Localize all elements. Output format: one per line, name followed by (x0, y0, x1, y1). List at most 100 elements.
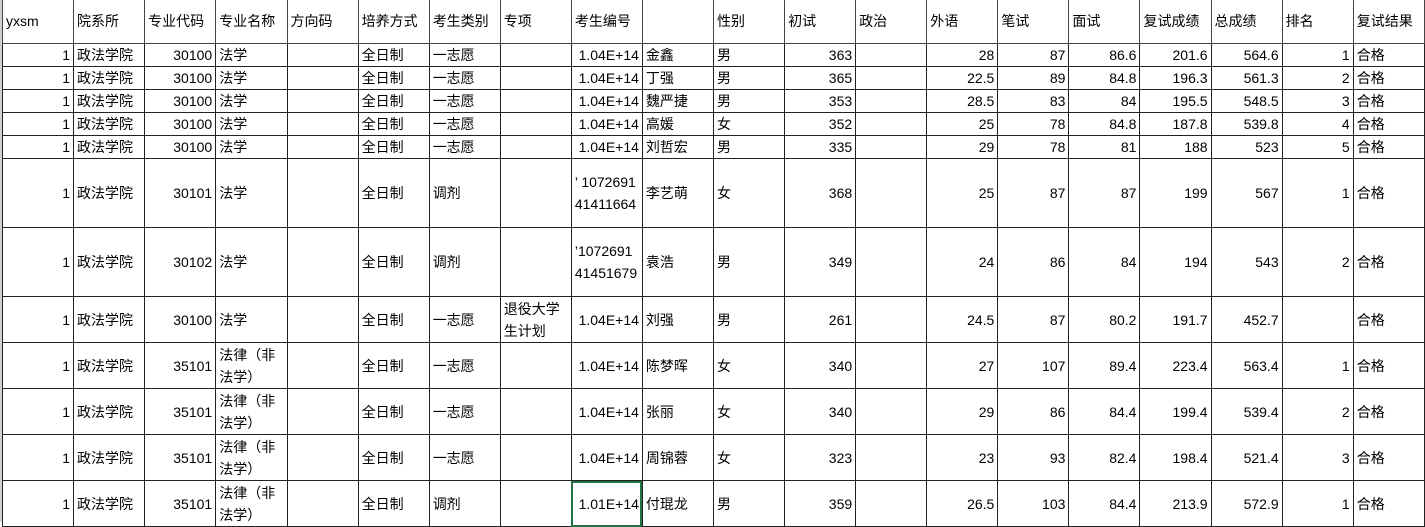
cell[interactable]: 548.5 (1210, 89, 1283, 113)
column-header[interactable] (641, 0, 715, 44)
cell[interactable]: 合格 (1352, 296, 1425, 343)
cell[interactable]: 女 (712, 434, 786, 481)
cell[interactable]: 201.6 (1139, 43, 1212, 67)
cell[interactable]: 24.5 (926, 296, 999, 343)
cell[interactable]: 全日制 (357, 112, 430, 136)
column-header[interactable]: 初试 (784, 0, 857, 44)
column-header[interactable]: 考生编号 (570, 0, 643, 44)
cell[interactable]: 法学 (215, 296, 288, 343)
cell[interactable] (499, 89, 572, 113)
cell[interactable]: 83 (997, 89, 1070, 113)
cell[interactable]: 陈梦晖 (641, 342, 715, 389)
cell[interactable] (286, 480, 359, 527)
cell[interactable]: 男 (712, 135, 786, 159)
cell[interactable]: 女 (712, 158, 786, 228)
cell[interactable]: 合格 (1352, 480, 1425, 527)
cell[interactable]: ’ 107269141411664 (570, 158, 643, 228)
cell[interactable]: 法律（非法学） (215, 388, 288, 435)
cell[interactable]: 198.4 (1139, 434, 1212, 481)
cell[interactable]: 政法学院 (73, 43, 146, 67)
cell[interactable] (855, 112, 928, 136)
cell[interactable]: 政法学院 (73, 342, 146, 389)
cell[interactable]: 365 (784, 66, 857, 90)
cell[interactable]: 全日制 (357, 89, 430, 113)
cell[interactable] (855, 158, 928, 228)
cell[interactable]: 法律（非法学） (215, 434, 288, 481)
column-header[interactable]: 面试 (1068, 0, 1141, 44)
cell[interactable] (286, 296, 359, 343)
cell[interactable]: 一志愿 (428, 434, 501, 481)
cell[interactable]: 全日制 (357, 434, 430, 481)
cell[interactable]: 86 (997, 388, 1070, 435)
cell[interactable]: 35101 (144, 480, 217, 527)
cell[interactable] (286, 388, 359, 435)
cell[interactable]: 195.5 (1139, 89, 1212, 113)
column-header[interactable]: 总成绩 (1210, 0, 1283, 44)
cell[interactable]: 政法学院 (73, 135, 146, 159)
cell[interactable]: 2 (1281, 227, 1354, 297)
cell[interactable]: 李艺萌 (641, 158, 715, 228)
cell[interactable]: 340 (784, 388, 857, 435)
cell[interactable]: 30100 (144, 89, 217, 113)
cell[interactable]: 1 (1, 135, 75, 159)
cell[interactable]: 付琨龙 (641, 480, 715, 527)
cell[interactable] (286, 89, 359, 113)
cell[interactable]: 1 (1, 434, 75, 481)
cell[interactable]: 103 (997, 480, 1070, 527)
cell[interactable]: 1.04E+14 (570, 89, 643, 113)
column-header[interactable]: 政治 (855, 0, 928, 44)
column-header[interactable]: 专项 (499, 0, 572, 44)
cell[interactable]: 一志愿 (428, 112, 501, 136)
cell[interactable]: 政法学院 (73, 480, 146, 527)
cell[interactable] (499, 158, 572, 228)
cell[interactable]: 2 (1281, 388, 1354, 435)
selected-cell[interactable]: 1.01E+14 (570, 480, 643, 527)
cell[interactable]: 452.7 (1210, 296, 1283, 343)
cell[interactable]: 法学 (215, 89, 288, 113)
cell[interactable] (855, 342, 928, 389)
cell[interactable]: 5 (1281, 135, 1354, 159)
cell[interactable]: 一志愿 (428, 43, 501, 67)
cell[interactable]: 349 (784, 227, 857, 297)
cell[interactable]: 政法学院 (73, 388, 146, 435)
column-header[interactable]: 院系所 (73, 0, 146, 44)
cell[interactable]: 30100 (144, 112, 217, 136)
cell[interactable]: 35101 (144, 434, 217, 481)
column-header[interactable]: 性别 (712, 0, 786, 44)
cell[interactable]: 男 (712, 43, 786, 67)
column-header[interactable]: 专业代码 (144, 0, 217, 44)
cell[interactable]: 81 (1068, 135, 1141, 159)
cell[interactable]: 521.4 (1210, 434, 1283, 481)
cell[interactable]: 法学 (215, 43, 288, 67)
column-header[interactable]: 培养方式 (357, 0, 430, 44)
column-header[interactable]: 专业名称 (215, 0, 288, 44)
cell[interactable]: 335 (784, 135, 857, 159)
cell[interactable]: 188 (1139, 135, 1212, 159)
cell[interactable]: 84 (1068, 227, 1141, 297)
cell[interactable]: 187.8 (1139, 112, 1212, 136)
cell[interactable]: 政法学院 (73, 66, 146, 90)
cell[interactable]: 政法学院 (73, 158, 146, 228)
cell[interactable]: 86.6 (1068, 43, 1141, 67)
cell[interactable]: 1 (1, 227, 75, 297)
cell[interactable]: 1 (1, 342, 75, 389)
cell[interactable]: 全日制 (357, 66, 430, 90)
cell[interactable]: 84.4 (1068, 480, 1141, 527)
cell[interactable]: 30101 (144, 158, 217, 228)
cell[interactable]: 全日制 (357, 135, 430, 159)
cell[interactable]: 周锦蓉 (641, 434, 715, 481)
cell[interactable]: 1 (1, 388, 75, 435)
cell[interactable]: 1 (1281, 158, 1354, 228)
cell[interactable] (286, 342, 359, 389)
cell[interactable]: 223.4 (1139, 342, 1212, 389)
column-header[interactable]: 方向码 (286, 0, 359, 44)
cell[interactable]: 29 (926, 135, 999, 159)
cell[interactable]: 1 (1, 480, 75, 527)
cell[interactable] (286, 135, 359, 159)
cell[interactable]: 89.4 (1068, 342, 1141, 389)
cell[interactable]: 368 (784, 158, 857, 228)
cell[interactable]: 22.5 (926, 66, 999, 90)
cell[interactable] (499, 135, 572, 159)
cell[interactable]: 法律（非法学） (215, 342, 288, 389)
cell[interactable]: 3 (1281, 89, 1354, 113)
